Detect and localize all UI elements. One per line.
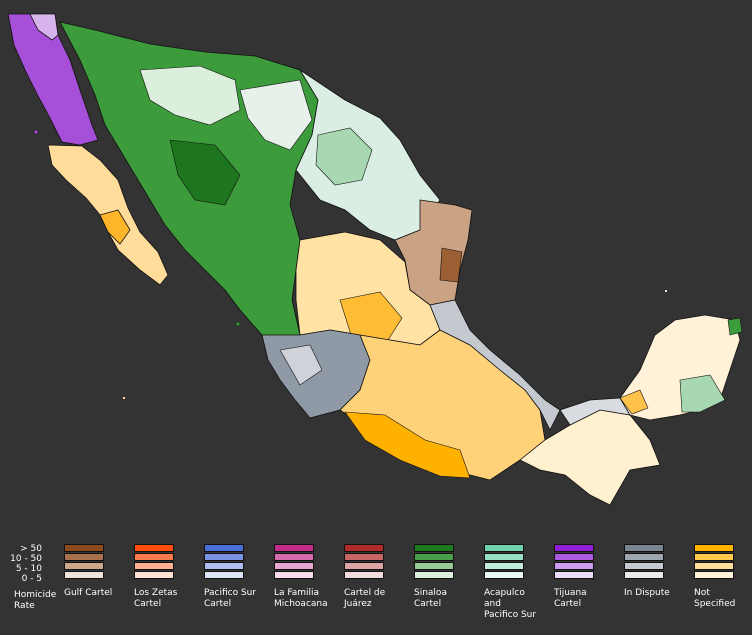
legend-swatch [694,553,734,561]
region-pacific-coast-pale [279,344,323,386]
rate-title: Homicide Rate [14,590,57,611]
rate-level-label: 5 - 10 [15,564,42,574]
legend: > 50 10 - 50 5 - 10 0 - 5 Homicide Rate … [0,540,752,635]
legend-swatch [134,562,174,570]
region-baja-south-dark [99,209,131,245]
legend-swatch [204,571,244,579]
legend-swatch [64,553,104,561]
region-northwest-pale [239,79,313,151]
region-baja-north [7,13,99,146]
legend-swatch [624,553,664,561]
legend-label-acapulco: Acapulco and Pacifico Sur [484,588,537,620]
legend-label-zetas: Los Zetas Cartel [134,588,178,609]
legend-swatch [344,562,384,570]
region-yucatan-green [727,317,743,336]
legend-swatch [274,544,314,552]
legend-label-gulf: Gulf Cartel [64,588,113,598]
legend-swatch [554,571,594,579]
region-northwest-light [139,65,241,126]
legend-swatches-not_specified [694,544,734,580]
island [664,289,668,293]
legend-swatch [624,571,664,579]
region-northeast-green [315,127,373,186]
rate-level-label: > 50 [20,544,42,554]
region-central-gold [339,291,403,341]
legend-swatch [344,544,384,552]
legend-swatches-sinaloa [414,544,454,580]
legend-swatches-pacifico_sur [204,544,244,580]
region-baja-north-light [29,13,59,41]
region-tamaulipas-dark [439,247,463,283]
legend-swatch [414,544,454,552]
legend-swatches-familia [274,544,314,580]
legend-swatch [64,544,104,552]
legend-swatches-acapulco [484,544,524,580]
legend-label-familia: La Familia Michoacana [274,588,328,609]
legend-swatch [414,571,454,579]
island [235,321,241,327]
legend-swatches-juarez [344,544,384,580]
legend-swatches-zetas [134,544,174,580]
legend-label-not_specified: Not Specified [694,588,736,609]
legend-swatch [274,571,314,579]
legend-swatches-in_dispute [624,544,664,580]
legend-swatches-gulf [64,544,104,580]
region-quintana-roo [679,374,726,413]
legend-label-in_dispute: In Dispute [624,588,670,598]
legend-swatch [414,562,454,570]
legend-swatch [274,553,314,561]
island [122,396,126,400]
legend-label-tijuana: Tijuana Cartel [554,588,587,609]
legend-swatch [554,544,594,552]
rate-level-label: 0 - 5 [21,574,42,584]
legend-swatch [484,544,524,552]
legend-swatch [694,562,734,570]
legend-swatch [344,571,384,579]
legend-swatches-tijuana [554,544,594,580]
legend-swatch [64,562,104,570]
region-northwest-dark [169,139,241,206]
legend-swatch [64,571,104,579]
legend-label-juarez: Cartel de Juárez [344,588,386,609]
legend-label-pacifico_sur: Pacifico Sur Cartel [204,588,257,609]
island [33,129,39,135]
legend-swatch [484,553,524,561]
legend-swatch [554,562,594,570]
legend-swatch [204,544,244,552]
region-yucatan-gold [619,389,649,415]
legend-swatch [204,562,244,570]
legend-swatch [484,562,524,570]
legend-swatch [694,571,734,579]
mexico-map [7,13,743,506]
legend-swatch [554,553,594,561]
legend-swatch [344,553,384,561]
legend-swatch [134,553,174,561]
legend-swatch [624,562,664,570]
region-veracruz [429,299,561,431]
legend-swatch [414,553,454,561]
legend-swatch [694,544,734,552]
legend-swatch [204,553,244,561]
legend-swatch [134,571,174,579]
legend-swatch [134,544,174,552]
legend-swatch [624,544,664,552]
region-guerrero-gold [344,411,471,479]
legend-swatch [484,571,524,579]
legend-swatch [274,562,314,570]
legend-label-sinaloa: Sinaloa Cartel [414,588,447,609]
rate-level-label: 10 - 50 [10,554,42,564]
